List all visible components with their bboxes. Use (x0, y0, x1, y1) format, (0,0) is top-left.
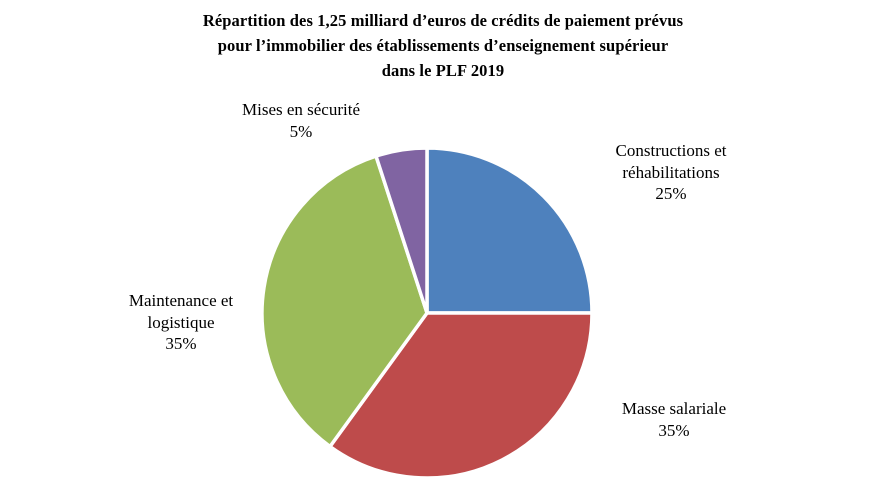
pie-label-maintenance-percent: 35% (165, 334, 197, 353)
pie-label-masse-name: Masse salariale (621, 399, 727, 418)
pie-slice-3[interactable] (260, 154, 429, 449)
pie-label-masse-percent: 35% (658, 420, 690, 440)
pie-label-constructions-name-line-1: Constructions et (615, 141, 727, 160)
pie-label-constructions-name-line-2: réhabilitations (622, 162, 720, 182)
chart-title: Répartition des 1,25 milliard d’euros de… (0, 8, 886, 83)
pie-label-masse-salariale: Masse salariale 35% (560, 398, 788, 441)
pie-label-maintenance-logistique: Maintenance et logistique 35% (73, 290, 289, 355)
pie-label-constructions-rehabilitations: Constructions et réhabilitations 25% (558, 140, 784, 205)
pie-label-mises-en-securite: Mises en sécurité 5% (186, 99, 416, 142)
pie-label-maintenance-name-line-1: Maintenance et (128, 291, 234, 310)
pie-slice-4[interactable] (374, 146, 429, 315)
pie-slice-2[interactable] (328, 311, 594, 480)
pie-label-maintenance-name-line-2: logistique (147, 312, 215, 332)
pie-slice-1[interactable] (425, 146, 594, 315)
pie-label-mises-name: Mises en sécurité (241, 100, 361, 119)
chart-title-line-3: dans le PLF 2019 (381, 61, 505, 80)
pie-slice-group (260, 146, 594, 480)
pie-label-constructions-percent: 25% (655, 184, 687, 203)
chart-title-line-2: pour l’immobilier des établissements d’e… (217, 36, 669, 55)
pie-label-mises-percent: 5% (289, 121, 313, 141)
chart-title-line-1: Répartition des 1,25 milliard d’euros de… (202, 11, 684, 30)
